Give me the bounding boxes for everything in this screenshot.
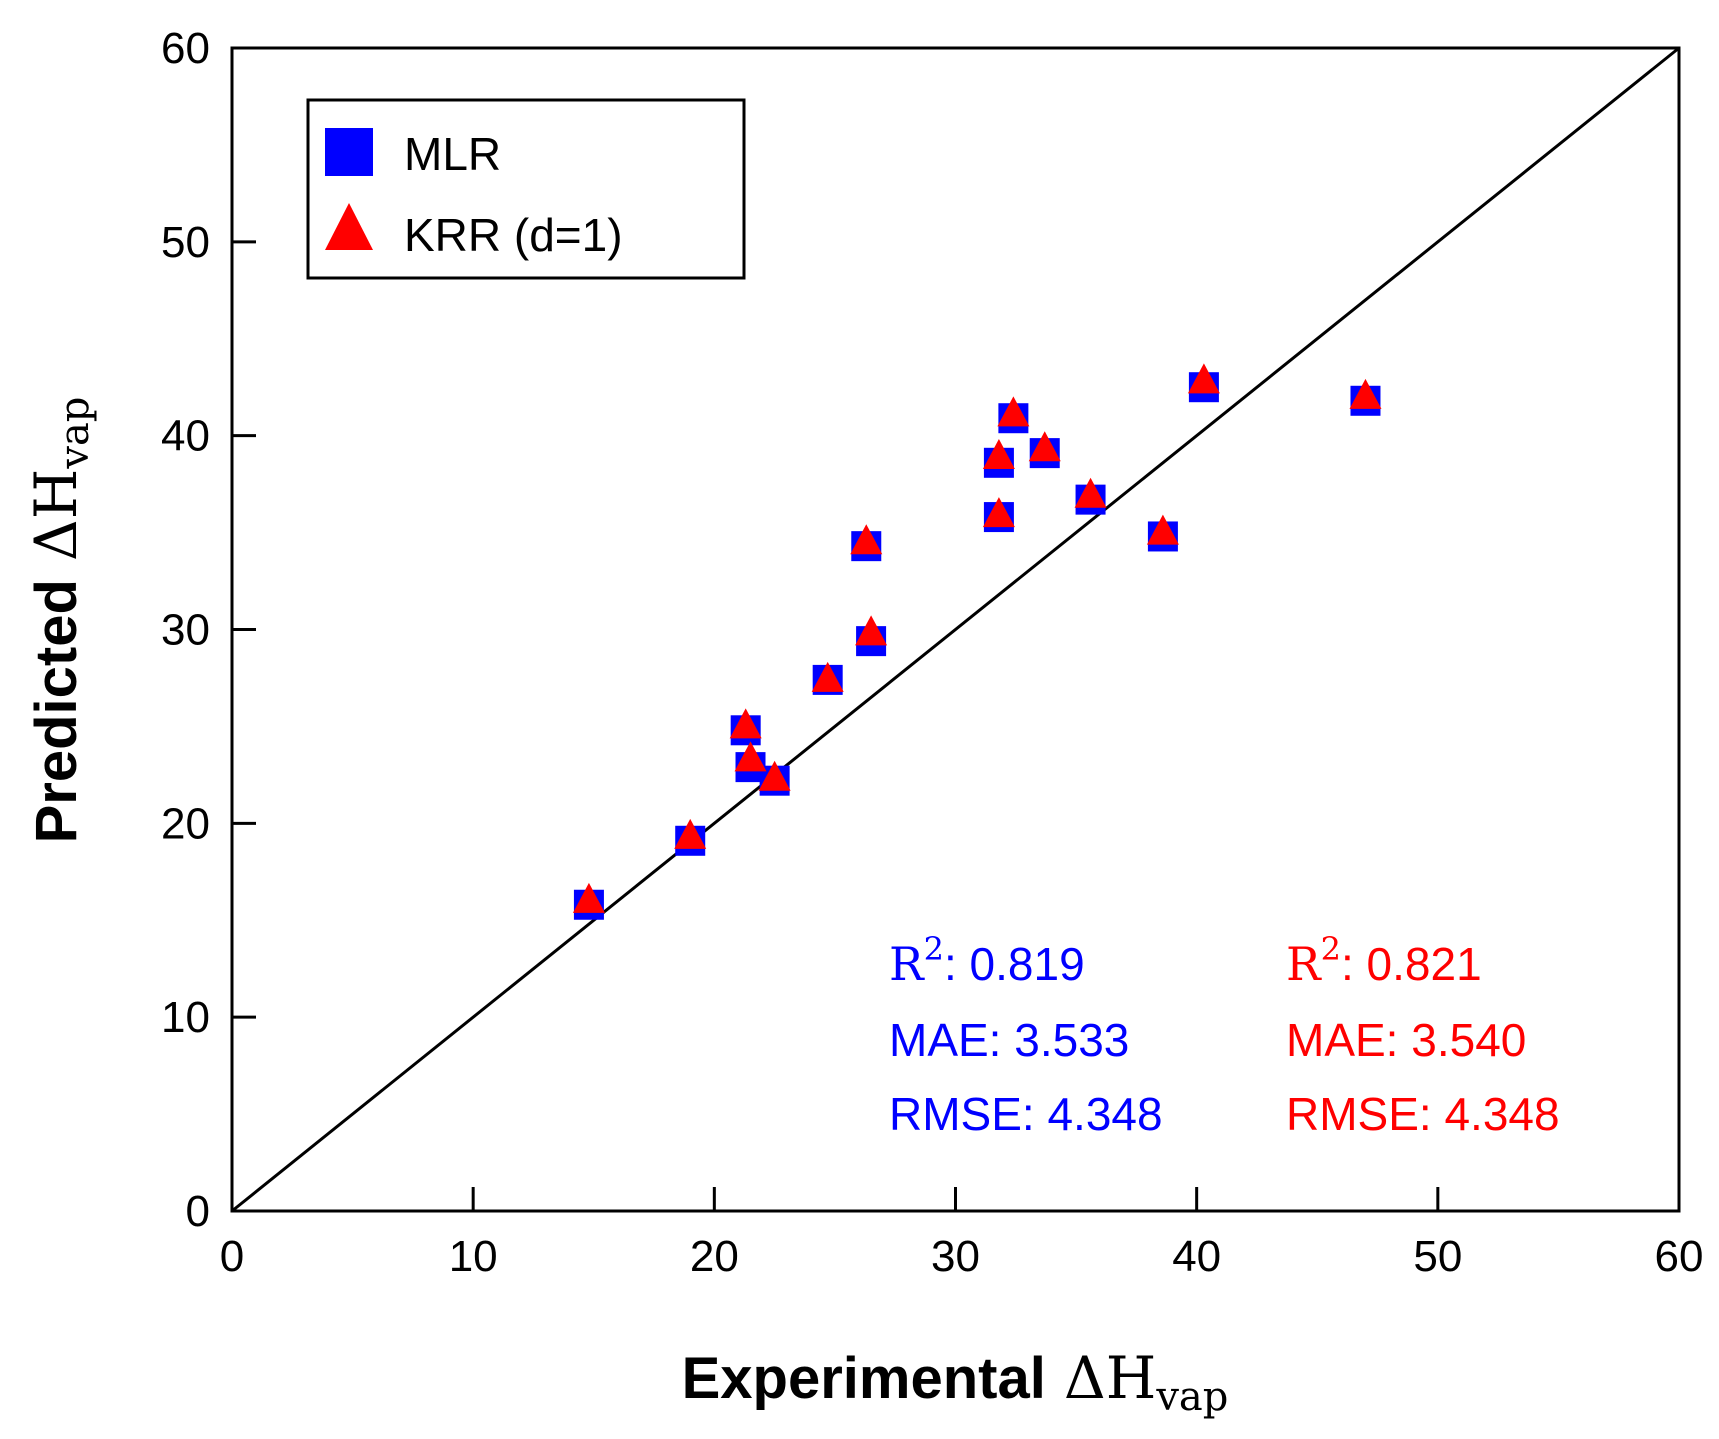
x-axis-title-subscript: vap (1155, 1374, 1228, 1420)
krr-point (734, 741, 767, 772)
x-axis-title-prefix: Experimental (682, 1346, 1046, 1411)
y-axis-title: Predicted ΔHvap (22, 397, 98, 844)
mlr-r2-value: : 0.819 (944, 938, 1085, 990)
legend-mlr-square-icon (325, 128, 373, 176)
krr-r2-symbol: R (1286, 937, 1322, 991)
mlr-mae-stat: MAE: 3.533 (889, 1014, 1129, 1066)
legend-box (306, 98, 746, 280)
krr-r2-value: : 0.821 (1341, 938, 1482, 990)
y-tick-label: 20 (161, 799, 210, 848)
x-tick-label: 50 (1413, 1232, 1462, 1281)
y-axis-title-symbol: ΔH (22, 469, 90, 561)
krr-r2-stat: R2: 0.821 (1286, 930, 1482, 991)
krr-point (1074, 477, 1107, 508)
legend-mlr-label: MLR (404, 128, 501, 180)
mlr-r2-superscript: 2 (924, 930, 944, 968)
y-tick-label: 10 (161, 993, 210, 1042)
series-krr (572, 363, 1382, 913)
x-axis-title-symbol: ΔH (1064, 1344, 1156, 1412)
krr-point (811, 661, 844, 692)
legend-krr-triangle-icon (325, 203, 373, 250)
krr-point (758, 760, 791, 791)
krr-point (850, 524, 883, 555)
x-tick-label: 40 (1172, 1232, 1221, 1281)
y-tick-label: 30 (161, 606, 210, 655)
identity-line (231, 46, 1680, 1213)
x-tick-label: 10 (449, 1232, 498, 1281)
mlr-rmse-stat: RMSE: 4.348 (889, 1088, 1163, 1140)
y-axis-title-subscript: vap (52, 397, 98, 470)
krr-point (729, 708, 762, 739)
x-tick-label: 20 (690, 1232, 739, 1281)
krr-point (982, 497, 1015, 528)
krr-point (1187, 363, 1220, 394)
y-tick-label: 0 (186, 1187, 210, 1236)
y-axis-ticks: 0 10 20 30 40 50 60 (161, 24, 256, 1236)
x-axis-ticks: 0 10 20 30 40 50 60 (220, 1187, 1704, 1281)
y-axis-title-prefix: Predicted (24, 579, 89, 843)
x-tick-label: 0 (220, 1232, 244, 1281)
y-tick-label: 40 (161, 412, 210, 461)
krr-point (982, 438, 1015, 469)
krr-point (1146, 514, 1179, 545)
mlr-r2-stat: R2: 0.819 (889, 930, 1085, 991)
krr-point (1028, 431, 1061, 462)
x-tick-label: 30 (931, 1232, 980, 1281)
stats-krr: R2: 0.821 MAE: 3.540 RMSE: 4.348 (1286, 930, 1560, 1140)
y-tick-label: 60 (161, 24, 210, 73)
krr-r2-superscript: 2 (1321, 930, 1341, 968)
legend-krr-label: KRR (d=1) (404, 209, 623, 261)
krr-point (674, 818, 707, 849)
x-axis-title: Experimental ΔHvap (682, 1344, 1229, 1420)
krr-rmse-stat: RMSE: 4.348 (1286, 1088, 1560, 1140)
stats-mlr: R2: 0.819 MAE: 3.533 RMSE: 4.348 (889, 930, 1163, 1140)
legend: MLR KRR (d=1) (306, 98, 746, 280)
krr-point (855, 615, 888, 646)
mlr-r2-symbol: R (889, 937, 925, 991)
y-tick-label: 50 (161, 218, 210, 267)
krr-mae-stat: MAE: 3.540 (1286, 1014, 1526, 1066)
krr-point (1349, 378, 1382, 409)
krr-point (572, 882, 605, 913)
x-tick-label: 60 (1655, 1232, 1704, 1281)
krr-point (997, 396, 1030, 427)
